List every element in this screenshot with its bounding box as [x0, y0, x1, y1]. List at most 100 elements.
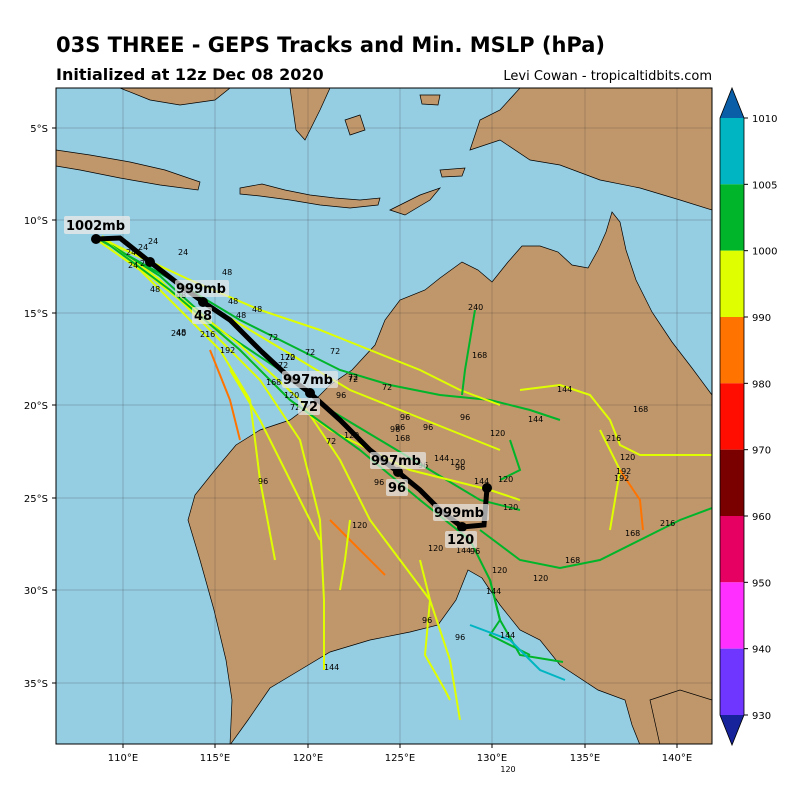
member-hour-label: 96 [336, 391, 346, 400]
colorbar-segment [720, 118, 744, 185]
member-hour-label: 96 [374, 478, 384, 487]
member-hour-label: 96 [390, 425, 400, 434]
lon-tick-label: 140°E [662, 753, 692, 764]
colorbar-tick-label: 980 [752, 379, 771, 390]
latitude-labels: 5°S 10°S 15°S 20°S 25°S 30°S 35°S [24, 124, 48, 690]
member-track [209, 349, 241, 441]
member-hour-label: 120 [280, 353, 295, 362]
member-hour-label: 144 [557, 385, 572, 394]
member-hour-label: 168 [625, 529, 640, 538]
member-hour-label: 24 [148, 237, 158, 246]
colorbar-tick-label: 1000 [752, 247, 777, 258]
member-hour-label: 72 [278, 361, 288, 370]
member-track [599, 429, 622, 531]
member-hour-label: 48 [176, 328, 186, 337]
member-hour-label: 240 [171, 329, 186, 338]
lat-tick-label: 35°S [24, 679, 48, 690]
colorbar-tick-label: 990 [752, 313, 771, 324]
member-track [99, 237, 564, 663]
member-hour-label: 168 [565, 556, 580, 565]
member-hour-label: 96 [470, 547, 480, 556]
small-island-1 [344, 114, 366, 136]
chart-subtitle: Initialized at 12z Dec 08 2020 [56, 65, 324, 84]
lat-tick-label: 5°S [30, 124, 48, 135]
colorbar-tick-label: 940 [752, 645, 771, 656]
lat-tick-label: 20°S [24, 401, 48, 412]
longitude-labels: 110°E 115°E 120°E 125°E 130°E 135°E 140°… [108, 753, 692, 774]
mean-track-point [482, 483, 492, 493]
hour-label: 48 [194, 309, 212, 324]
colorbar-segment [720, 582, 744, 649]
member-track [469, 624, 566, 681]
member-hour-label: 24 [126, 248, 136, 257]
label-box [298, 398, 320, 415]
lon-tick-label: 120°E [293, 753, 323, 764]
member-hour-label: 72 [290, 403, 300, 412]
sulawesi-land [289, 88, 331, 141]
member-hour-label: 72 [268, 333, 278, 342]
lesser-sunda-islands [239, 183, 381, 209]
member-track [488, 579, 531, 656]
member-hour-label: 216 [606, 434, 621, 443]
member-hour-label: 72 [348, 375, 358, 384]
lat-tick-label: 10°S [24, 216, 48, 227]
member-hour-label: 168 [395, 434, 410, 443]
member-hour-label: 192 [220, 346, 235, 355]
member-hour-label: 72 [348, 373, 358, 382]
member-hour-label: 24 [178, 248, 188, 257]
axis-ticks [52, 127, 678, 748]
member-hour-label: 144 [474, 477, 489, 486]
hour-label: 120 [447, 533, 474, 548]
member-hour-label: 120 [620, 453, 635, 462]
colorbar-tick-label: 1005 [752, 180, 777, 191]
colorbar-segment [720, 383, 744, 450]
credit-label: Levi Cowan - tropicaltidbits.com [503, 69, 712, 84]
australia-land [187, 211, 712, 744]
mean-track-point [145, 257, 155, 267]
member-track [339, 519, 351, 591]
member-hour-label: 96 [422, 616, 432, 625]
label-box [445, 531, 477, 548]
member-track [619, 469, 644, 531]
colorbar-bottom-arrow [720, 715, 744, 745]
member-hour-label: 96 [400, 413, 410, 422]
member-hour-label: 48 [236, 311, 246, 320]
member-hour-label: 144 [486, 587, 501, 596]
member-hour-labels: 2424242424244848484848484872727272727272… [126, 237, 675, 672]
pressure-colorbar: 1010 1005 1000 990 980 970 960 950 940 930 [719, 86, 777, 747]
pressure-label: 999mb [434, 506, 484, 521]
mean-track-point [198, 297, 208, 307]
member-hour-label: 72 [305, 348, 315, 357]
mean-track-point [393, 467, 403, 477]
stray-tick-label: 120 [500, 765, 515, 774]
member-hour-label: 120 [450, 458, 465, 467]
member-hour-label: 144 [528, 415, 543, 424]
grid-lines [56, 88, 712, 744]
member-track [479, 507, 712, 570]
colorbar-segment [720, 648, 744, 715]
colorbar-tick-label: 960 [752, 512, 771, 523]
colorbar-top-arrow [720, 88, 744, 118]
pressure-label: 997mb [371, 454, 421, 469]
lon-tick-label: 130°E [477, 753, 507, 764]
mean-track-point [305, 388, 315, 398]
member-hour-label: 72 [382, 383, 392, 392]
colorbar-tick-label: 950 [752, 578, 771, 589]
colorbar-tick-label: 1010 [752, 114, 777, 125]
member-hour-label: 120 [492, 566, 507, 575]
member-hour-label: 144 [324, 663, 339, 672]
east-land-fragment [649, 689, 712, 744]
java-land [56, 149, 201, 191]
label-box [192, 307, 212, 324]
member-hour-label: 24 [138, 243, 148, 252]
map-frame [55, 87, 713, 745]
member-track [329, 519, 386, 576]
hour-label: 96 [388, 481, 406, 496]
member-track [229, 369, 321, 541]
member-hour-label: 120 [284, 391, 299, 400]
member-hour-label: 216 [660, 519, 675, 528]
small-island-3 [439, 167, 466, 178]
member-hour-label: 120 [428, 544, 443, 553]
member-hour-label: 96 [455, 633, 465, 642]
